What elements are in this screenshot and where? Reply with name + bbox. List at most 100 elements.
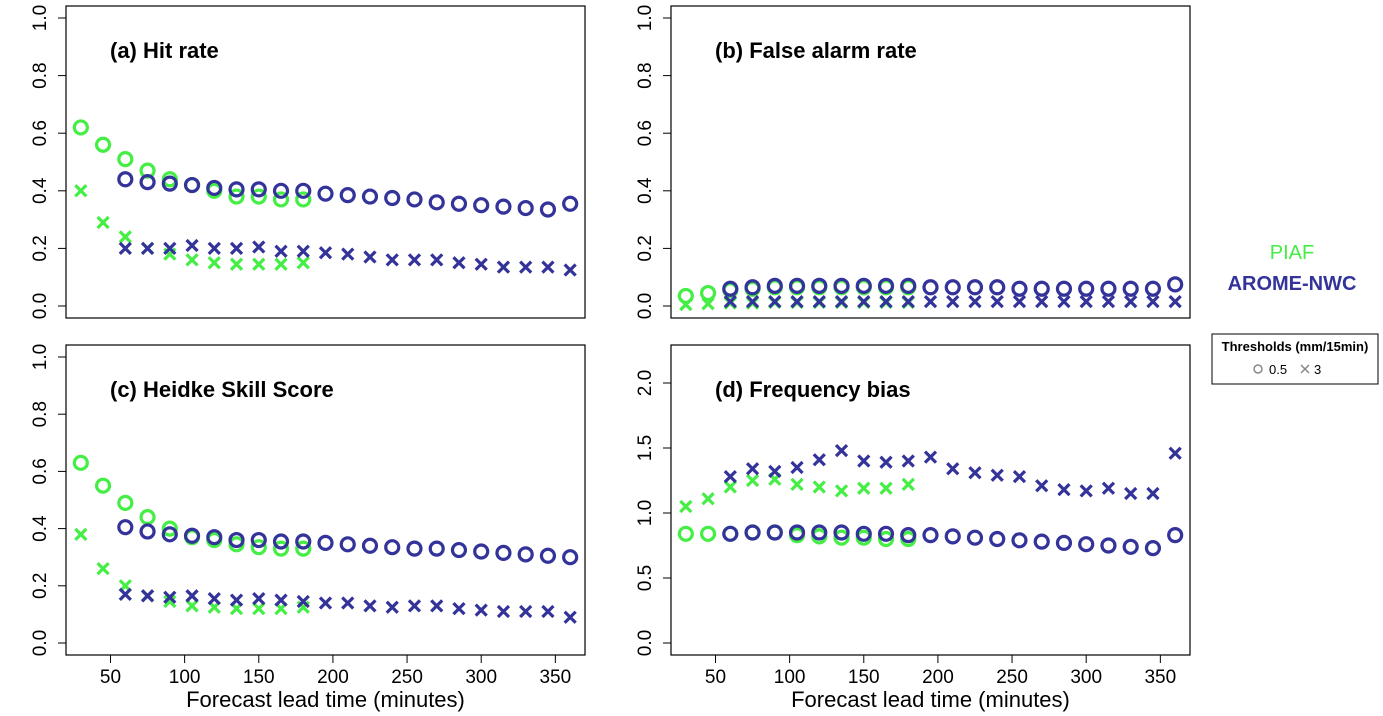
circle-marker <box>473 197 490 214</box>
series-arome-nwc-3 <box>723 295 1182 309</box>
circle-marker <box>406 191 423 208</box>
x-marker <box>1057 295 1071 309</box>
x-marker <box>252 240 266 254</box>
x-marker <box>834 443 849 458</box>
thresholds-legend-title: Thresholds (mm/15min) <box>1222 339 1369 354</box>
x-tick-label: 350 <box>1144 667 1176 688</box>
circle-marker <box>183 176 201 194</box>
circle-marker <box>450 541 468 559</box>
circle-marker <box>744 279 761 296</box>
x-marker <box>407 599 422 613</box>
x-marker <box>1168 446 1182 460</box>
x-marker <box>74 527 88 541</box>
series-arome-nwc-0.5 <box>722 276 1184 297</box>
circle-marker <box>161 526 178 543</box>
y-tick-label: 0.0 <box>30 630 51 656</box>
legend-piaf: PIAF <box>1270 242 1314 264</box>
circle-marker <box>94 477 112 494</box>
y-tick-label: 1.0 <box>635 500 656 526</box>
x-marker <box>407 253 422 267</box>
circle-marker <box>1167 276 1184 293</box>
x-marker <box>430 599 444 613</box>
x-marker <box>679 499 693 514</box>
x-marker <box>318 246 333 260</box>
x-marker <box>946 462 960 476</box>
circle-marker <box>699 525 717 542</box>
circle-marker <box>1100 280 1117 297</box>
x-marker <box>363 599 377 613</box>
circle-marker <box>966 529 984 546</box>
circle-marker <box>250 181 267 198</box>
series-arome-nwc-0.5 <box>722 524 1184 557</box>
x-marker <box>474 603 488 617</box>
x-marker <box>296 256 310 270</box>
series-arome-nwc-0.5 <box>117 171 579 218</box>
y-tick-label: 1.0 <box>635 5 656 31</box>
plot-frame <box>65 5 586 319</box>
x-marker <box>1168 295 1182 309</box>
circle-marker <box>250 188 267 205</box>
circle-marker <box>766 524 783 541</box>
x-marker <box>474 257 488 271</box>
x-marker <box>768 295 782 309</box>
circle-marker <box>811 524 828 541</box>
circle-marker <box>72 454 89 471</box>
circle-marker <box>833 524 850 541</box>
x-marker <box>541 260 555 274</box>
x-marker <box>185 253 199 267</box>
circle-marker <box>722 525 739 542</box>
thresholds-legend-box <box>1211 333 1379 385</box>
circle-marker <box>384 189 401 207</box>
circle-marker <box>1011 280 1028 297</box>
x-marker <box>207 256 221 270</box>
x-marker <box>812 295 826 309</box>
series-piaf-3 <box>74 527 310 616</box>
x-marker <box>519 260 533 274</box>
x-marker <box>745 473 760 488</box>
circle-marker <box>539 201 557 218</box>
circle-marker <box>1011 532 1028 549</box>
panel-4: (d) Frequency bias 0.0 0.5 1.0 1.5 2.0 50 100 15… <box>635 344 1191 712</box>
x-marker <box>385 253 399 267</box>
circle-marker <box>250 531 267 549</box>
circle-marker <box>562 549 579 566</box>
y-tick-label: 0.0 <box>30 293 51 319</box>
circle-marker <box>94 136 112 153</box>
y-tick-label: 1.0 <box>30 5 51 31</box>
x-marker <box>341 247 355 261</box>
panel-2: (b) False alarm rate 0.0 0.2 0.4 0.6 0.8 1.0 <box>635 5 1191 319</box>
circle-marker <box>966 279 984 296</box>
circle-marker <box>766 277 783 294</box>
thresholds-legend: Thresholds (mm/15min) 0.5 3 <box>1211 333 1379 385</box>
x-tick-label: 250 <box>391 667 423 688</box>
x-tick-label: 250 <box>996 667 1028 688</box>
series-arome-nwc-3 <box>118 587 577 624</box>
circle-marker <box>855 277 872 294</box>
x-marker <box>430 253 444 267</box>
y-tick-label: 0.2 <box>635 235 656 261</box>
x-marker <box>790 477 804 492</box>
circle-marker <box>1078 536 1095 553</box>
x-marker <box>857 295 871 309</box>
x-marker <box>96 215 110 230</box>
y-tick-label: 1.5 <box>635 435 656 461</box>
x-marker <box>990 295 1004 309</box>
y-tick-label: 0.0 <box>635 293 656 319</box>
circle-marker <box>900 277 917 294</box>
x-marker <box>496 604 511 619</box>
x-marker <box>252 602 266 616</box>
legend-threshold-low: 0.5 <box>1269 362 1287 377</box>
legend-threshold-high: 3 <box>1314 362 1321 377</box>
x-marker <box>723 480 737 494</box>
circle-marker <box>361 537 379 554</box>
x-marker <box>140 589 155 603</box>
circle-marker <box>117 494 134 511</box>
y-tick-label: 0.8 <box>30 401 51 427</box>
x-marker <box>901 477 915 492</box>
circle-marker <box>944 279 961 296</box>
x-marker <box>452 256 466 270</box>
series-piaf-3 <box>679 472 915 514</box>
circle-marker <box>139 174 156 191</box>
panel-title: (b) False alarm rate <box>715 38 917 63</box>
x-marker <box>1124 295 1138 309</box>
